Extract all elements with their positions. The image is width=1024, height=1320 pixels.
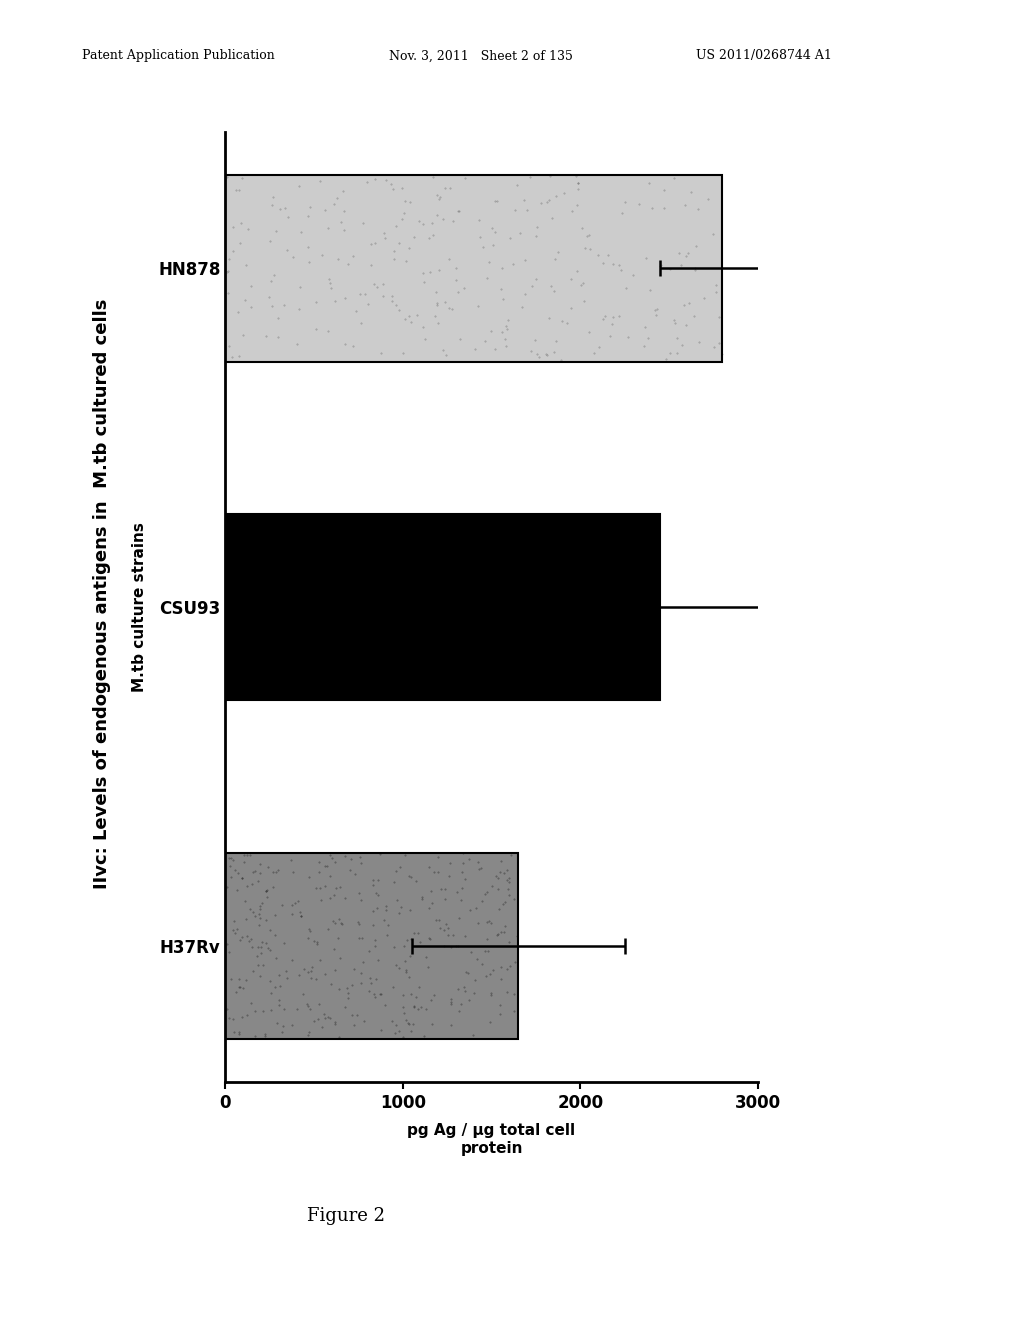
- Text: IIvc: Levels of endogenous antigens in  M.tb cultured cells: IIvc: Levels of endogenous antigens in M…: [93, 298, 112, 890]
- Text: Nov. 3, 2011   Sheet 2 of 135: Nov. 3, 2011 Sheet 2 of 135: [389, 49, 573, 62]
- X-axis label: pg Ag / µg total cell
protein: pg Ag / µg total cell protein: [408, 1123, 575, 1156]
- Bar: [225, 853, 518, 1039]
- Bar: [225, 176, 722, 362]
- Text: US 2011/0268744 A1: US 2011/0268744 A1: [696, 49, 833, 62]
- Bar: [225, 513, 660, 701]
- Text: Patent Application Publication: Patent Application Publication: [82, 49, 274, 62]
- Text: Figure 2: Figure 2: [307, 1206, 385, 1225]
- Y-axis label: M.tb culture strains: M.tb culture strains: [132, 523, 146, 692]
